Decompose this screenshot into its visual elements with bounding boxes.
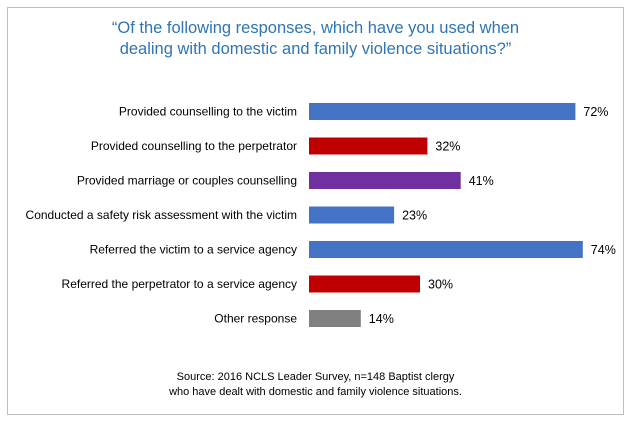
chart-title-line-2: dealing with domestic and family violenc…: [119, 40, 512, 58]
chart-title-line-1: “Of the following responses, which have …: [111, 19, 520, 37]
category-label: Provided counselling to the perpetrator: [91, 139, 297, 153]
data-label: 41%: [469, 174, 494, 188]
category-label: Conducted a safety risk assessment with …: [26, 208, 297, 222]
data-label: 30%: [428, 278, 453, 292]
source-line-2: who have dealt with domestic and family …: [169, 386, 462, 398]
bar: [309, 137, 428, 155]
bar: [309, 206, 395, 224]
bar-chart: Provided counselling to the victim 72% Pro…: [26, 103, 616, 327]
bar: [309, 103, 576, 120]
chart-source-note: Source: 2016 NCLS Leader Survey, n=148 B…: [0, 370, 631, 400]
data-label: 72%: [583, 105, 608, 119]
category-label: Provided counselling to the victim: [119, 105, 297, 119]
data-label: 32%: [435, 140, 460, 154]
bar: [309, 172, 461, 189]
bar: [309, 241, 583, 258]
category-label: Provided marriage or couples counselling: [77, 174, 297, 188]
bar: [309, 275, 420, 293]
category-label: Other response: [214, 312, 297, 326]
data-label: 23%: [402, 209, 427, 223]
chart-title: “Of the following responses, which have …: [0, 18, 631, 60]
bar: [309, 310, 361, 327]
data-label: 74%: [591, 243, 616, 257]
data-label: 14%: [369, 312, 394, 326]
category-label: Referred the victim to a service agency: [90, 243, 297, 257]
category-label: Referred the perpetrator to a service ag…: [62, 277, 297, 291]
source-line-1: Source: 2016 NCLS Leader Survey, n=148 B…: [176, 371, 455, 383]
